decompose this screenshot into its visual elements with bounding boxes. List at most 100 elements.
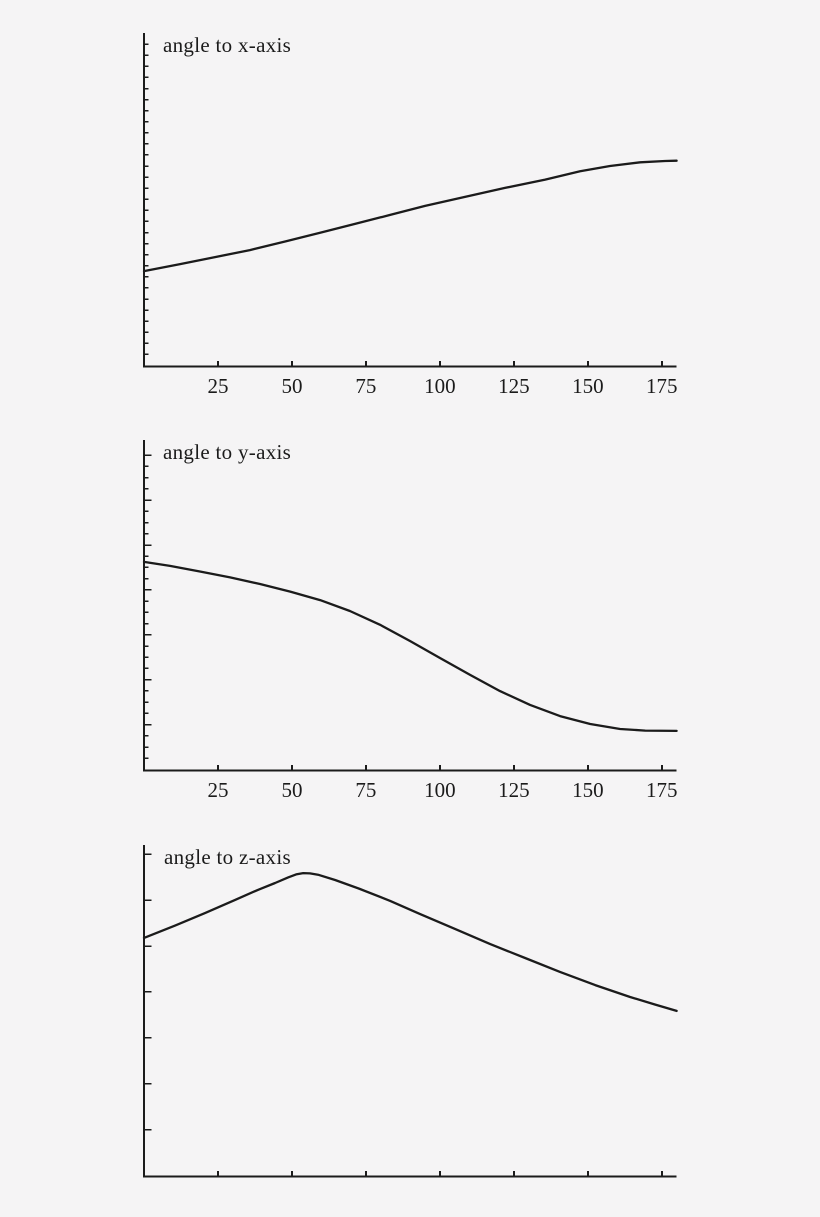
- x-tick-label: 50: [281, 778, 303, 802]
- curve-angle-to-x-axis: [142, 159, 678, 273]
- y-minor-tick: [145, 98, 149, 101]
- x-tick: [512, 765, 515, 770]
- y-minor-tick: [145, 154, 149, 156]
- x-axis-line: [143, 1175, 677, 1178]
- y-axis-line: [143, 845, 145, 1178]
- x-tick: [586, 1171, 589, 1176]
- y-major-tick: [145, 499, 152, 501]
- y-minor-tick: [145, 242, 149, 245]
- y-major-tick: [145, 544, 152, 546]
- x-tick: [364, 765, 367, 770]
- x-tick: [290, 361, 293, 366]
- y-minor-tick: [145, 611, 149, 614]
- y-minor-tick: [145, 600, 149, 602]
- y-major-tick: [145, 634, 152, 636]
- x-tick-label: 175: [646, 778, 678, 802]
- y-minor-tick: [145, 353, 149, 356]
- x-tick: [364, 361, 367, 366]
- plot1-title: angle to x-axis: [163, 33, 292, 57]
- y-minor-tick: [145, 566, 149, 569]
- y-minor-tick: [145, 712, 149, 715]
- y-minor-tick: [145, 43, 149, 45]
- y-axis-line: [143, 440, 145, 772]
- x-axis-line: [143, 769, 677, 772]
- x-axis-line: [143, 365, 677, 368]
- y-minor-tick: [145, 746, 149, 748]
- x-tick: [438, 1171, 441, 1176]
- y-minor-tick: [145, 143, 149, 145]
- x-tick: [586, 361, 589, 366]
- y-minor-tick: [145, 555, 149, 557]
- x-tick: [438, 765, 441, 770]
- x-tick-label: 150: [572, 778, 604, 802]
- x-tick-label: 25: [207, 778, 229, 802]
- x-tick: [512, 1171, 515, 1176]
- y-major-tick: [145, 589, 152, 591]
- y-minor-tick: [145, 276, 149, 278]
- x-tick: [660, 361, 663, 366]
- x-tick-label: 100: [424, 778, 456, 802]
- plot-2: [142, 440, 678, 772]
- y-minor-tick: [145, 488, 149, 490]
- y-major-tick: [145, 1037, 152, 1039]
- y-minor-tick: [145, 209, 149, 212]
- x-tick: [290, 1171, 293, 1176]
- y-minor-tick: [145, 220, 149, 223]
- x-tick-label: 125: [498, 374, 530, 398]
- x-tick: [216, 361, 219, 366]
- x-tick: [364, 1171, 367, 1176]
- x-tick: [586, 765, 589, 770]
- x-tick-label: 100: [424, 374, 456, 398]
- y-minor-tick: [145, 87, 149, 90]
- y-minor-tick: [145, 65, 149, 68]
- y-major-tick: [145, 899, 152, 901]
- x-tick-label: 50: [281, 374, 303, 398]
- x-tick-label: 150: [572, 374, 604, 398]
- y-major-tick: [145, 945, 152, 947]
- y-major-tick: [145, 454, 152, 456]
- y-minor-tick: [145, 231, 149, 234]
- y-minor-tick: [145, 331, 149, 334]
- y-minor-tick: [145, 701, 149, 703]
- x-tick-label: 175: [646, 374, 678, 398]
- y-minor-tick: [145, 757, 149, 760]
- y-minor-tick: [145, 320, 149, 322]
- y-minor-tick: [145, 476, 149, 479]
- y-minor-tick: [145, 656, 149, 658]
- y-minor-tick: [145, 735, 149, 737]
- y-minor-tick: [145, 667, 149, 670]
- x-tick: [438, 361, 441, 366]
- y-minor-tick: [145, 187, 149, 189]
- x-tick: [216, 1171, 219, 1176]
- y-major-tick: [145, 991, 152, 993]
- x-tick-label: 75: [355, 374, 377, 398]
- y-minor-tick: [145, 510, 149, 513]
- y-minor-tick: [145, 120, 149, 123]
- y-minor-tick: [145, 198, 149, 201]
- y-minor-tick: [145, 132, 149, 134]
- y-minor-tick: [145, 265, 149, 267]
- y-minor-tick: [145, 309, 149, 311]
- x-tick-label: 125: [498, 778, 530, 802]
- plot2-title: angle to y-axis: [163, 440, 292, 464]
- curve-angle-to-y-axis: [142, 560, 678, 733]
- x-tick-label: 25: [207, 374, 229, 398]
- y-minor-tick: [145, 533, 149, 535]
- curve-angle-to-z-axis: [142, 871, 678, 1013]
- y-minor-tick: [145, 690, 149, 692]
- y-minor-tick: [145, 465, 149, 468]
- y-minor-tick: [145, 109, 149, 112]
- plot-1: [142, 33, 678, 368]
- plot3-title: angle to z-axis: [164, 845, 291, 869]
- y-minor-tick: [145, 577, 149, 580]
- y-minor-tick: [145, 54, 149, 57]
- y-minor-tick: [145, 76, 149, 79]
- y-minor-tick: [145, 253, 149, 256]
- y-major-tick: [145, 723, 152, 726]
- plot-3: [142, 845, 678, 1178]
- y-major-tick: [145, 853, 152, 855]
- y-minor-tick: [145, 165, 149, 167]
- x-tick: [512, 361, 515, 366]
